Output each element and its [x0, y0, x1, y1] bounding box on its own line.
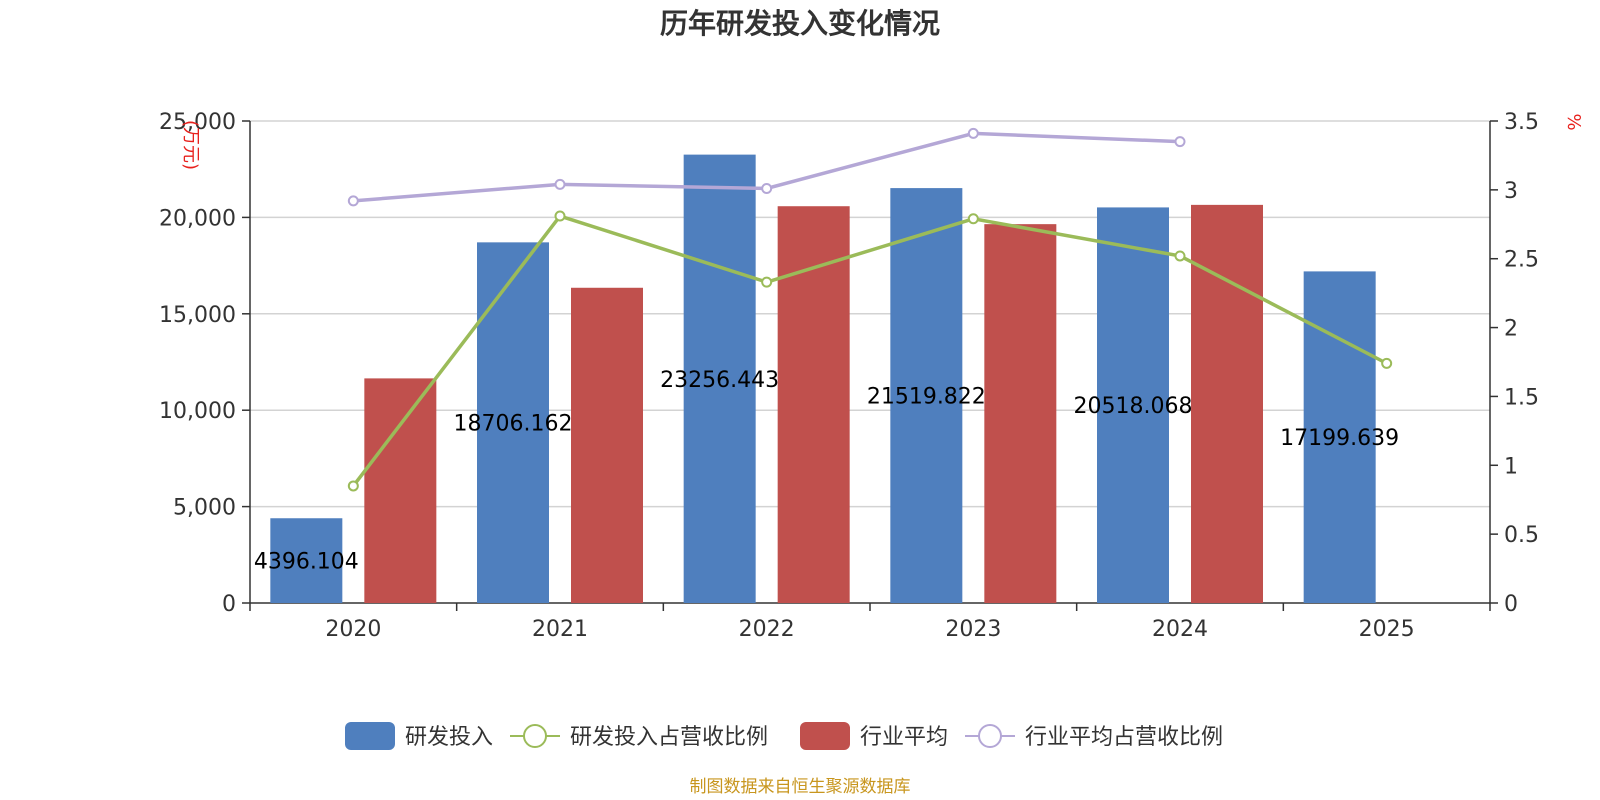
- line-point-研发投入占营收比例: [761, 276, 773, 288]
- legend-swatch-marker-行业平均占营收比例: [978, 724, 1002, 748]
- y-right-tick-label: 3: [1504, 179, 1518, 204]
- x-tick-label: 2022: [739, 617, 795, 642]
- legend-swatch-行业平均: [800, 722, 850, 750]
- bar-研发投入: [683, 154, 756, 603]
- lines: [347, 127, 1393, 492]
- bar-研发投入: [270, 518, 343, 603]
- bar-data-label: 18706.162: [454, 412, 573, 437]
- bar-行业平均: [571, 287, 643, 603]
- line-point-研发投入占营收比例: [347, 480, 359, 492]
- y-right-tick-label: 2.5: [1504, 248, 1539, 273]
- bar-data-label: 21519.822: [867, 385, 986, 410]
- y-left-tick-label: 15,000: [159, 303, 236, 328]
- bar-data-labels: 4396.104 18706.162 23256.443 21519.822 20518…: [254, 368, 1399, 575]
- bar-行业平均: [984, 224, 1057, 603]
- line-point-行业平均占营收比例: [347, 195, 359, 207]
- y-right-tick-label: 0.5: [1504, 523, 1539, 548]
- y-left-tick-label: 0: [222, 592, 236, 617]
- line-point-研发投入占营收比例: [1381, 357, 1393, 369]
- y-left-tick-label: 25,000: [159, 110, 236, 135]
- legend-swatch-研发投入: [345, 722, 395, 750]
- x-tick-label: 2023: [945, 617, 1001, 642]
- y-left-unit-label: (万元): [180, 120, 201, 170]
- axes: 0 5,000 10,000 15,000 20,000 25,000 0 0.5 1 1.5 2 2…: [159, 110, 1584, 642]
- x-tick-label: 2025: [1359, 617, 1415, 642]
- line-point-行业平均占营收比例: [967, 127, 979, 139]
- y-right-tick-label: 1.5: [1504, 385, 1539, 410]
- line-point-研发投入占营收比例: [1174, 250, 1186, 262]
- line-point-行业平均占营收比例: [554, 178, 566, 190]
- y-left-tick-label: 10,000: [159, 399, 236, 424]
- y-right-tick-label: 1: [1504, 454, 1518, 479]
- legend-label: 行业平均占营收比例: [1025, 725, 1223, 750]
- line-研发投入占营收比例: [351, 213, 1388, 488]
- bar-行业平均: [1191, 204, 1263, 604]
- y-right-tick-label: 2: [1504, 317, 1518, 342]
- y-left-tick-label: 20,000: [159, 206, 236, 231]
- line-point-研发投入占营收比例: [967, 213, 979, 225]
- bar-data-label: 4396.104: [254, 550, 359, 575]
- legend-label: 研发投入: [405, 725, 493, 750]
- legend-label: 研发投入占营收比例: [570, 725, 768, 750]
- x-tick-label: 2021: [532, 617, 588, 642]
- y-right-tick-label: 3.5: [1504, 110, 1539, 135]
- legend-label: 行业平均: [860, 725, 948, 750]
- bar-行业平均: [777, 206, 850, 604]
- line-point-行业平均占营收比例: [761, 182, 773, 194]
- bar-data-label: 20518.068: [1074, 394, 1193, 419]
- y-right-tick-label: 0: [1504, 592, 1518, 617]
- bar-data-label: 23256.443: [660, 368, 779, 393]
- bar-data-label: 17199.639: [1280, 426, 1399, 451]
- line-point-行业平均占营收比例: [1174, 136, 1186, 148]
- legend: 研发投入 研发投入占营收比例 行业平均 行业平均占营收比例: [345, 722, 1223, 750]
- y-right-unit-label: %: [1563, 113, 1584, 130]
- bar-研发投入: [890, 188, 963, 603]
- y-left-tick-label: 5,000: [173, 496, 236, 521]
- x-tick-label: 2020: [325, 617, 381, 642]
- chart-title: 历年研发投入变化情况: [660, 7, 940, 40]
- grid-lines: [250, 120, 1490, 508]
- bar-研发投入: [1097, 207, 1169, 603]
- source-note: 制图数据来自恒生聚源数据库: [690, 777, 911, 797]
- legend-swatch-marker-研发投入占营收比例: [523, 724, 547, 748]
- bar-行业平均: [364, 378, 437, 603]
- bars: [270, 154, 1376, 604]
- line-point-研发投入占营收比例: [554, 210, 566, 222]
- bar-研发投入: [477, 242, 549, 603]
- x-tick-label: 2024: [1152, 617, 1208, 642]
